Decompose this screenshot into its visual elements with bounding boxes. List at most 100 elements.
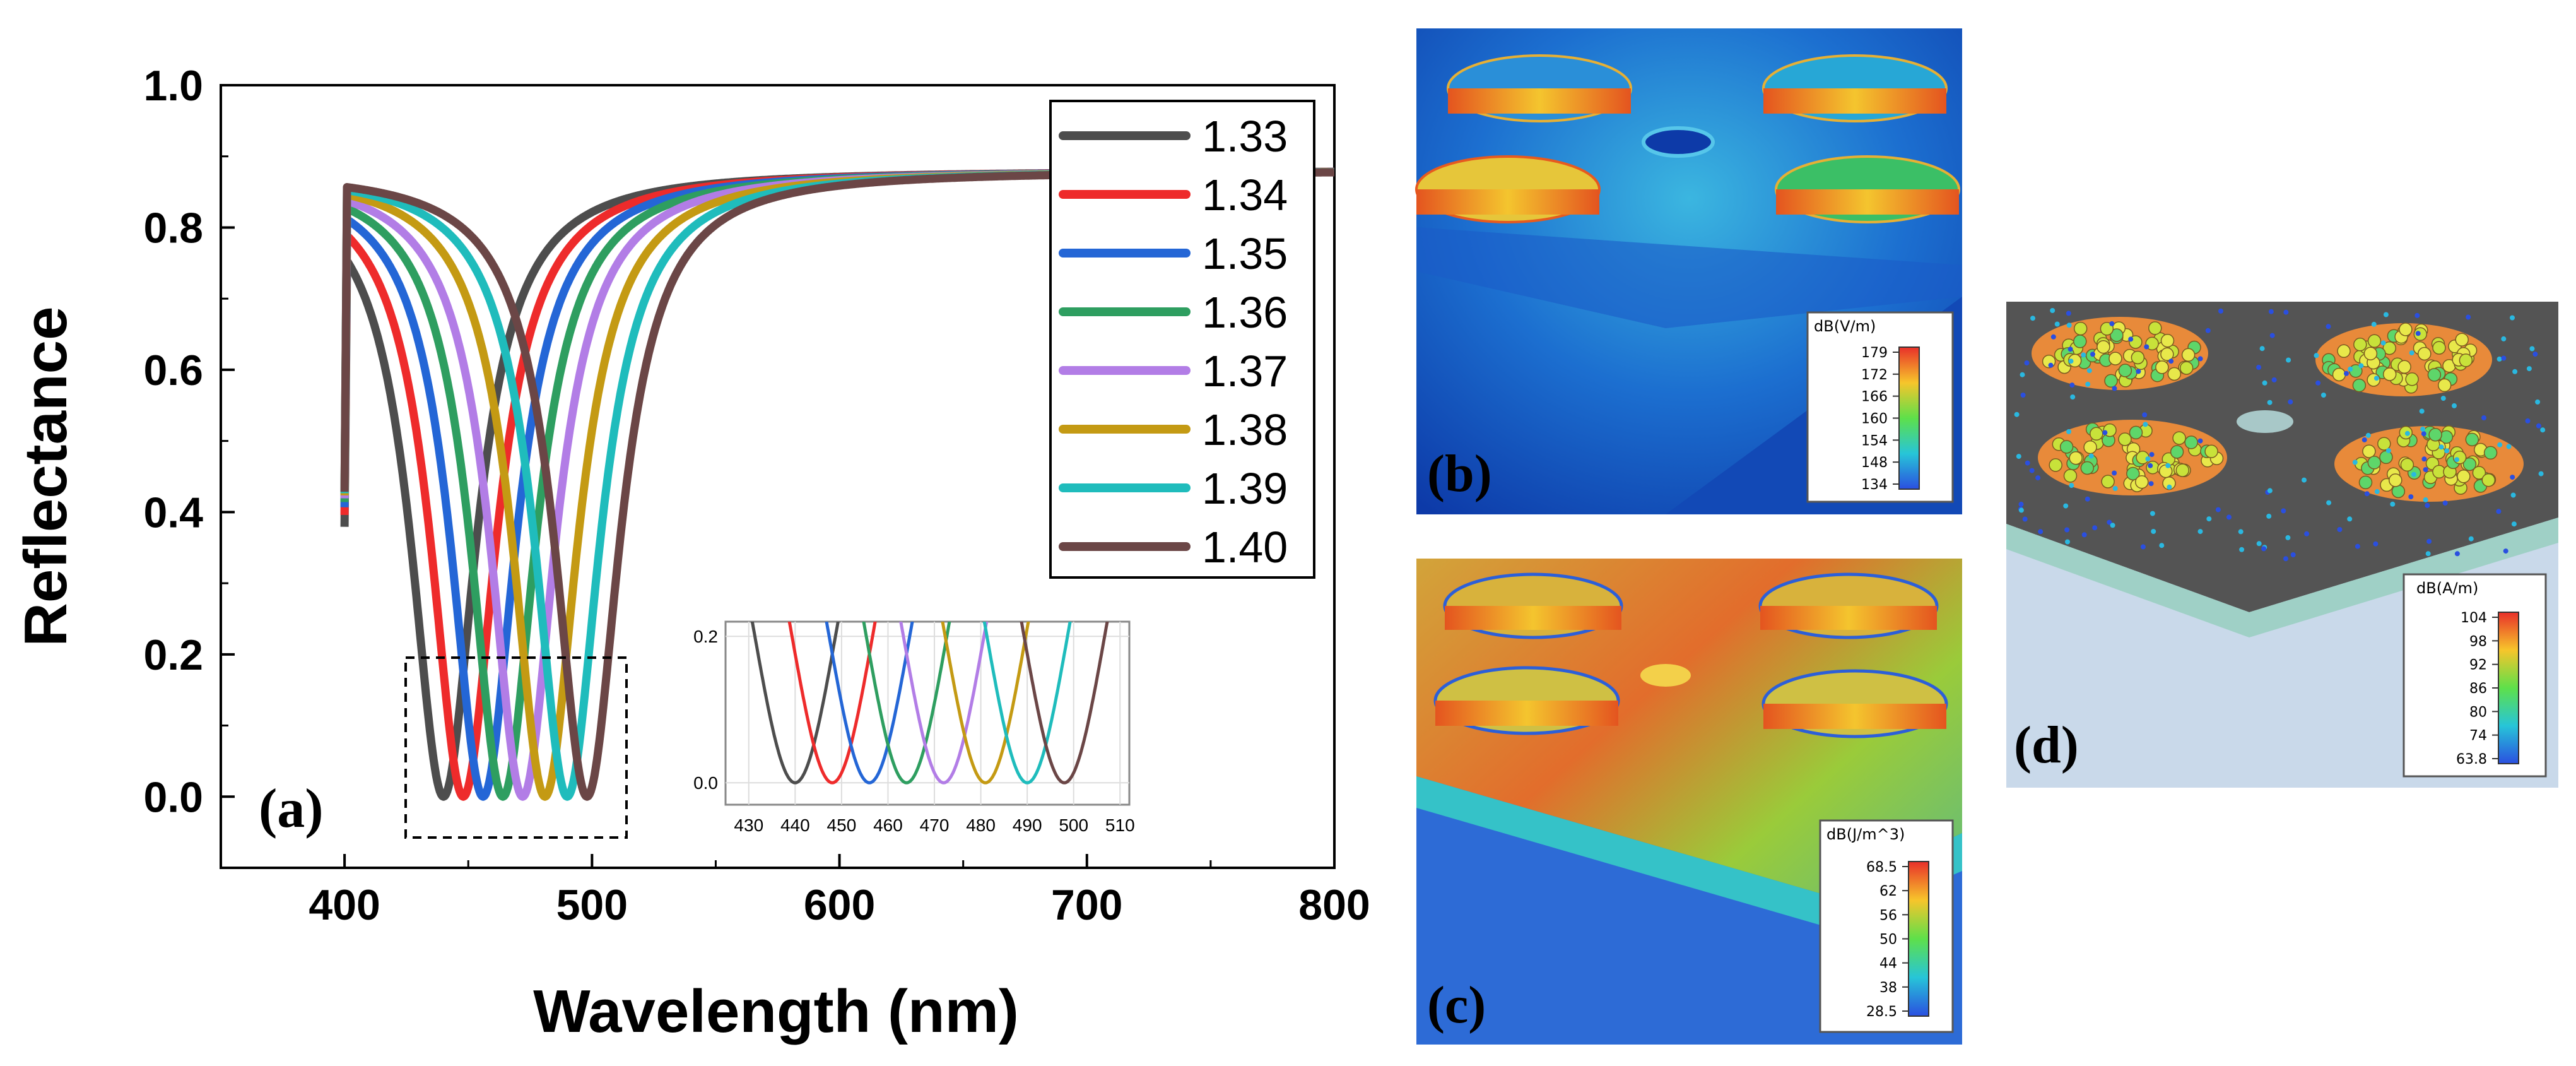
field-dot [2086, 368, 2092, 374]
field-dot [2100, 322, 2114, 336]
y-axis-ticks: 0.0 0.2 0.4 0.6 0.8 1.0 [143, 62, 235, 821]
field-dot [2472, 466, 2486, 480]
field-dot [2256, 365, 2262, 370]
colorbar-gradient [1898, 346, 1920, 490]
field-dot [2020, 393, 2026, 398]
field-dot [2442, 500, 2448, 506]
colorbar-tick-label: 63.8 [2456, 752, 2487, 767]
field-dot [2532, 352, 2538, 357]
field-dot [2428, 428, 2442, 442]
colorbar-unit: dB(J/m^3) [1826, 826, 1905, 843]
inset-lines [750, 622, 1109, 785]
field-dot [2059, 440, 2074, 454]
field-dot [2080, 461, 2095, 475]
legend-label: 1.37 [1202, 346, 1288, 396]
disc-side [1445, 606, 1621, 630]
inset-series-line-1.39 [982, 622, 1072, 785]
field-dot [2081, 532, 2087, 538]
colorbar-tick-label: 179 [1861, 345, 1888, 361]
field-dot [2184, 435, 2198, 449]
field-dot [2483, 446, 2498, 460]
field-dot [2425, 551, 2431, 557]
field-dot [2085, 381, 2091, 387]
field-dot [2112, 470, 2117, 476]
field-dot [2104, 374, 2118, 388]
field-dot [2073, 321, 2088, 336]
disc-side [1763, 704, 1946, 729]
field-dot [2419, 408, 2425, 414]
inset-x-tick-label: 440 [780, 815, 810, 835]
field-dot [2506, 444, 2512, 449]
field-dot [2118, 432, 2132, 446]
field-dot [2238, 529, 2244, 535]
field-dot [2314, 353, 2319, 358]
field-dot [2332, 367, 2346, 382]
field-dot [2018, 507, 2024, 513]
legend-label: 1.38 [1202, 405, 1288, 454]
field-dot [2281, 508, 2286, 514]
field-dot [2389, 473, 2403, 487]
field-dot [2101, 475, 2115, 489]
field-dot [2440, 396, 2446, 401]
field-dot [2197, 438, 2203, 444]
field-dot [2271, 377, 2277, 382]
inset-x-tick-label: 450 [827, 815, 857, 835]
colorbar-ticks: 68.5 62 56 50 44 38 28.5 [1866, 860, 1908, 1020]
field-dot [2070, 394, 2076, 400]
disc-side [1435, 701, 1618, 726]
field-dot [2355, 543, 2360, 549]
field-dot [2146, 460, 2160, 475]
field-dot [2155, 360, 2169, 374]
field-dot [2170, 445, 2184, 459]
field-dot [2050, 334, 2056, 340]
x-tick-label: 600 [804, 881, 875, 929]
field-dot [2102, 430, 2108, 435]
field-dot [2320, 393, 2326, 398]
legend-label: 1.39 [1202, 464, 1288, 513]
field-dot [2290, 552, 2296, 557]
field-dot [2382, 341, 2397, 355]
field-dot [2081, 352, 2086, 358]
field-dot [2382, 367, 2397, 381]
colorbar-tick-label: 38 [1879, 980, 1897, 996]
field-dot [2204, 444, 2218, 458]
y-axis-title: Reflectance [12, 307, 79, 647]
field-dot [2457, 470, 2471, 483]
inset-region-marker [404, 656, 628, 839]
field-dot [2112, 386, 2117, 391]
colorbar-box [1819, 819, 1954, 1033]
field-dot [2181, 348, 2196, 362]
field-dot [2066, 311, 2071, 316]
field-dot [2374, 489, 2380, 494]
field-dot [2069, 451, 2083, 465]
field-dot [2358, 475, 2373, 490]
field-dot [2165, 463, 2171, 468]
field-dot [2160, 347, 2174, 362]
colorbar-unit: dB(A/m) [2416, 579, 2478, 597]
field-dot [2073, 335, 2087, 348]
field-dot [2510, 475, 2515, 480]
field-dot [2418, 346, 2432, 361]
field-dot [2344, 370, 2349, 376]
inset-x-tick-label: 480 [966, 815, 996, 835]
x-axis-title: Wavelength (nm) [533, 978, 1019, 1045]
colorbar-tick-label: 80 [2469, 704, 2487, 720]
field-dot [2383, 312, 2389, 317]
field-dot [2390, 501, 2396, 507]
field-dot [2108, 352, 2122, 365]
field-dot [2526, 366, 2532, 372]
field-dot [2167, 367, 2182, 381]
inset-ticks: 430 440 450 460 470 480 490 500 510 0.0 0.2 [693, 627, 1135, 835]
field-dot [2497, 442, 2503, 447]
field-dot [2304, 531, 2310, 536]
y-tick-label: 1.0 [143, 62, 203, 110]
field-dot [2454, 457, 2460, 463]
field-dot [2379, 450, 2393, 465]
field-dot [2326, 324, 2331, 329]
field-dot [2179, 361, 2194, 375]
y-tick-label: 0.2 [143, 631, 203, 679]
field-dot [2468, 536, 2474, 542]
field-dot [2302, 477, 2307, 483]
x-tick-label: 700 [1051, 881, 1122, 929]
